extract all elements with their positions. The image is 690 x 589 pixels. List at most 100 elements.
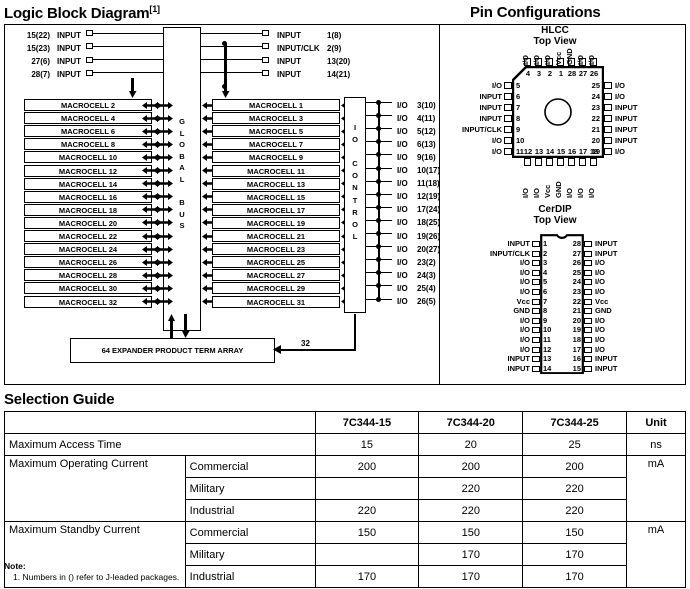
global-bus-left-arrow-7	[142, 193, 162, 201]
io-pin-number-1: 4(11)	[417, 113, 436, 123]
row-value-2: 220	[522, 477, 628, 500]
hlcc-bottom-pad-6[interactable]	[590, 158, 597, 166]
cerdip-right-pad-8[interactable]	[584, 317, 592, 324]
row-value-1: 200	[418, 455, 524, 478]
cerdip-left-pad-12[interactable]	[532, 356, 540, 363]
cerdip-right-pad-4[interactable]	[584, 279, 592, 286]
hlcc-right-pad-3[interactable]	[604, 115, 612, 122]
hlcc-bottom-pad-2[interactable]	[546, 158, 553, 166]
cerdip-right-pad-11[interactable]	[584, 346, 592, 353]
cerdip-left-pad-0[interactable]	[532, 241, 540, 247]
cerdip-right-pad-9[interactable]	[584, 327, 592, 334]
right-input-wire-1	[201, 45, 262, 47]
row-value-1: 20	[418, 433, 524, 456]
hlcc-left-pad-4[interactable]	[504, 126, 512, 133]
left-input-pad-0[interactable]	[86, 30, 93, 36]
hlcc-left-pad-6[interactable]	[504, 148, 512, 155]
io-pin-number-0: 3(10)	[417, 100, 436, 110]
cerdip-left-pad-3[interactable]	[532, 269, 540, 276]
global-bus-left-arrow-8	[142, 206, 162, 214]
expander-product-term-array: 64 EXPANDER PRODUCT TERM ARRAY	[70, 337, 275, 363]
hlcc-right-pad-5[interactable]	[604, 137, 612, 144]
left-input-pad-2[interactable]	[86, 56, 93, 63]
cerdip-right-pad-10[interactable]	[584, 337, 592, 343]
io-pin-number-6: 11(18)	[417, 179, 440, 189]
cerdip-right-pad-1[interactable]	[584, 250, 592, 257]
io-control-letter-2	[345, 146, 365, 158]
hlcc-left-pad-2[interactable]	[504, 104, 512, 111]
cerdip-left-pad-4[interactable]	[532, 279, 540, 286]
macrocell-left-14: MACROCELL 30	[24, 282, 152, 295]
cerdip-left-pad-10[interactable]	[532, 337, 540, 343]
row-value-2: 220	[522, 499, 628, 522]
cerdip-right-pad-0[interactable]	[584, 241, 592, 247]
right-input-pad-3[interactable]	[262, 69, 269, 76]
hlcc-bottom-pad-5[interactable]	[579, 158, 586, 166]
hlcc-top-pad-0[interactable]	[524, 58, 531, 66]
cerdip-left-pad-2[interactable]	[532, 260, 540, 267]
macrocell-left-9: MACROCELL 20	[24, 216, 152, 229]
cerdip-left-pad-5[interactable]	[532, 289, 540, 295]
expander-up-arrow	[168, 313, 175, 338]
hlcc-right-pad-0[interactable]	[604, 82, 612, 89]
left-input-label-3: INPUT	[57, 70, 81, 80]
cerdip-right-signal-3: I/O	[595, 267, 606, 277]
io-pin-number-14: 25(4)	[417, 283, 436, 293]
macrocell-left-3: MACROCELL 8	[24, 138, 152, 151]
hlcc-bottom-pinnum-0: 12	[523, 147, 533, 156]
hlcc-bottom-pad-0[interactable]	[524, 158, 531, 166]
cerdip-left-signal-5: I/O	[519, 287, 530, 296]
cerdip-right-signal-4: I/O	[595, 277, 606, 287]
hlcc-right-pad-6[interactable]	[604, 148, 612, 155]
cerdip-right-pad-5[interactable]	[584, 289, 592, 295]
hlcc-top-pad-2[interactable]	[546, 58, 553, 66]
cerdip-left-signal-12: INPUT	[507, 354, 531, 364]
hlcc-top-pad-3[interactable]	[557, 58, 564, 66]
cerdip-right-pad-3[interactable]	[584, 269, 592, 276]
hlcc-bottom-pad-3[interactable]	[557, 158, 564, 166]
cerdip-right-pad-6[interactable]	[584, 298, 592, 305]
left-input-pad-1[interactable]	[86, 43, 93, 50]
hlcc-bottom-pinnum-1: 13	[534, 147, 544, 156]
hlcc-left-pad-0[interactable]	[504, 82, 512, 89]
hlcc-left-pad-3[interactable]	[504, 115, 512, 122]
cerdip-right-pinnum-0: 28	[572, 239, 581, 248]
hlcc-top-pad-1[interactable]	[535, 58, 542, 66]
cerdip-right-pad-7[interactable]	[584, 308, 592, 315]
hlcc-top-pad-6[interactable]	[590, 58, 597, 66]
io-control-letter-7: R	[352, 207, 358, 217]
cerdip-left-pad-13[interactable]	[532, 365, 540, 372]
left-input-pad-3[interactable]	[86, 69, 93, 76]
hlcc-left-signal-2: INPUT	[479, 102, 503, 112]
row-value-1: 170	[418, 565, 524, 588]
cerdip-right-pinnum-9: 19	[572, 325, 581, 335]
right-input-pad-0[interactable]	[262, 30, 269, 36]
row-grade: Military	[184, 543, 316, 566]
cerdip-left-pad-1[interactable]	[532, 250, 540, 257]
cerdip-right-signal-5: I/O	[595, 287, 606, 296]
hlcc-right-pad-1[interactable]	[604, 93, 612, 100]
cerdip-right-pad-13[interactable]	[584, 365, 592, 372]
hlcc-left-pad-5[interactable]	[504, 137, 512, 144]
cerdip-left-pad-8[interactable]	[532, 317, 540, 324]
row-value-0: 220	[314, 499, 420, 522]
hlcc-top-pad-4[interactable]	[568, 58, 575, 66]
cerdip-left-pad-6[interactable]	[532, 298, 540, 305]
io-pin-label-14: I/O	[397, 283, 408, 293]
cerdip-right-pad-12[interactable]	[584, 356, 592, 363]
cerdip-left-pad-9[interactable]	[532, 327, 540, 334]
hlcc-bottom-pad-1[interactable]	[535, 158, 542, 166]
hlcc-right-pad-2[interactable]	[604, 104, 612, 111]
io-pin-label-7: I/O	[397, 192, 408, 202]
hlcc-left-pad-1[interactable]	[504, 93, 512, 100]
cerdip-right-pad-2[interactable]	[584, 260, 592, 267]
macrocell-left-4: MACROCELL 10	[24, 151, 152, 164]
hlcc-top-pad-5[interactable]	[579, 58, 586, 66]
right-input-pad-1[interactable]	[262, 43, 269, 50]
cerdip-left-pad-7[interactable]	[532, 308, 540, 315]
right-input-pad-2[interactable]	[262, 56, 269, 63]
cerdip-left-pad-11[interactable]	[532, 346, 540, 353]
hlcc-right-pad-4[interactable]	[604, 126, 612, 133]
io-pin-label-11: I/O	[397, 244, 408, 254]
hlcc-bottom-pad-4[interactable]	[568, 158, 575, 166]
